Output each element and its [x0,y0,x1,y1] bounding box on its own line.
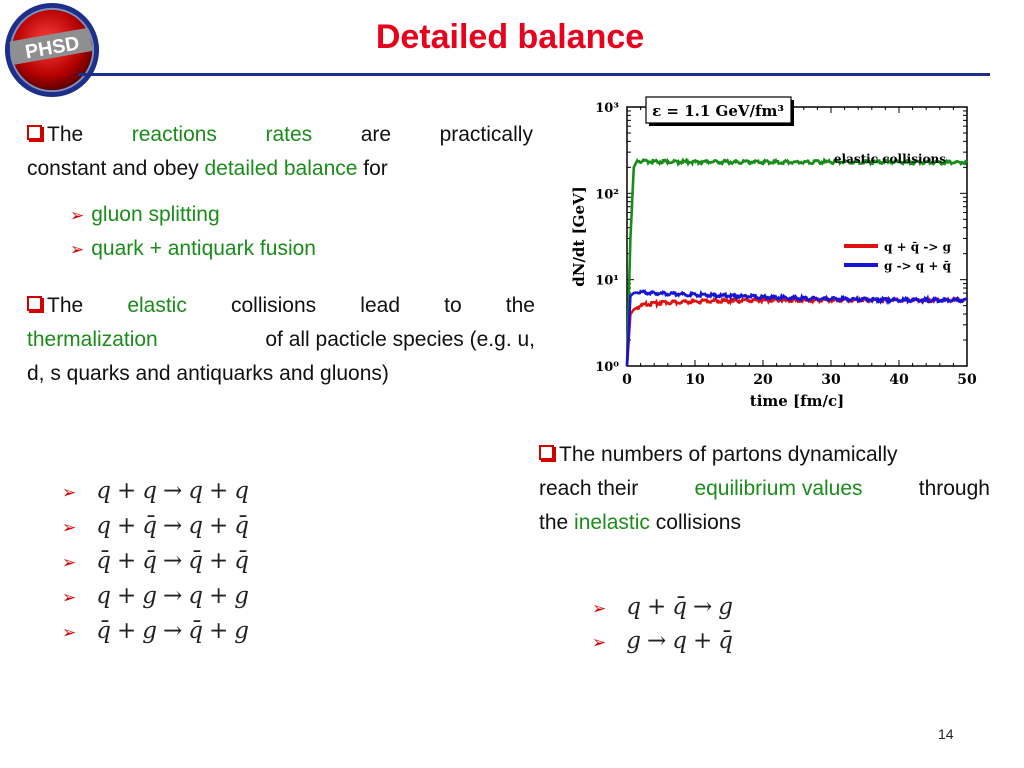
checkbox-bullet-icon [27,125,42,140]
y-tick-label: 10¹ [595,274,619,289]
equation-token: q [626,594,641,620]
equation-token: g [234,583,250,609]
equation-token: + [209,618,229,644]
arrow-bullet-icon: ➢ [62,483,77,503]
bullet-elastic-collisions: The elastic collisions lead to the therm… [27,294,535,385]
elastic-equation: ➢ q̄ + g → q̄ + g [62,614,249,650]
equation-token: q [188,478,204,504]
y-tick-label: 10³ [595,101,619,116]
equation-token: q̄ [188,618,204,644]
equation-token: q̄ [96,548,111,574]
bullet-parton-numbers: The numbers of partons dynamically reach… [539,443,990,534]
equation-token: q̄ [188,548,204,574]
equation-token: q [142,478,157,504]
equation-token: q [672,628,687,654]
equation-token: + [116,513,137,539]
equation-token: → [163,548,183,574]
legend-label: g -> q + q̄ [884,259,952,273]
equation-token: g [626,628,641,654]
equation-token: g [718,594,734,620]
slide-title: Detailed balance [375,18,645,56]
x-tick-label: 30 [821,372,841,388]
bullet-reaction-rates: The reactions rates are practically cons… [27,123,533,180]
elastic-equation: ➢ q + q → q + q [62,474,249,510]
equation-token: q [96,478,111,504]
equation-token: → [646,628,667,654]
equation-token: → [693,594,713,620]
x-axis-label: time [fm/c] [750,392,844,410]
x-tick-label: 50 [957,372,977,388]
equation-token: + [646,594,667,620]
checkbox-bullet-icon [539,445,554,460]
equation-token: g [142,618,157,644]
equation-token: q̄ [672,594,687,620]
equation-token: q [234,478,250,504]
equation-token: + [209,583,229,609]
arrow-bullet-icon: ➢ [62,588,77,608]
equation-token: → [163,478,183,504]
page-number: 14 [938,726,954,742]
equation-token: q [188,513,204,539]
arrow-bullet-icon: ➢ [70,240,85,259]
x-tick-label: 10 [685,372,705,388]
arrow-bullet-icon: ➢ [62,518,77,538]
equation-token: q̄ [96,618,111,644]
equation-token: g [234,618,250,644]
arrow-bullet-icon: ➢ [592,599,607,619]
equation-token: + [209,478,229,504]
annotation-box [645,96,792,124]
parton-rate-chart: 0 10 20 30 40 50 10⁰ 10¹ 10² 10³ time [fm/c] dN/dt … [570,96,977,410]
arrow-bullet-icon: ➢ [592,633,607,653]
series-line-0 [625,156,968,367]
equation-token: + [116,478,137,504]
equation-token: q [188,583,204,609]
series-line-2 [625,289,969,367]
arrow-bullet-icon: ➢ [70,206,85,225]
equation-token: q [96,513,111,539]
checkbox-bullet-icon [27,296,42,311]
equation-token: → [163,618,183,644]
equation-token: → [163,583,183,609]
inelastic-equation: ➢ g → q + q̄ [592,624,733,660]
equation-token: q̄ [718,628,734,654]
x-tick-label: 20 [753,372,773,388]
equation-token: + [209,548,229,574]
phsd-logo: PHSD [4,2,100,98]
elastic-equation: ➢ q + g → q + g [62,579,249,615]
equation-token: q̄ [142,548,157,574]
plot-frame [626,106,968,367]
sub-bullet-quark-fusion: ➢ quark + antiquark fusion [70,237,316,260]
equation-token: q [96,583,111,609]
legend-label: q + q̄ -> g [884,240,952,254]
x-tick-label: 0 [622,372,632,388]
sub-bullet-gluon-splitting: ➢ gluon splitting [70,203,220,226]
equation-token: q̄ [142,513,157,539]
equation-token: + [116,583,137,609]
elastic-equation: ➢ q + q̄ → q + q̄ [62,509,249,545]
elastic-equation: ➢ q̄ + q̄ → q̄ + q̄ [62,544,249,580]
title-divider [78,73,990,76]
x-tick-label: 40 [889,372,909,388]
y-axis-label: dN/dt [GeV] [570,186,588,287]
equation-token: g [142,583,157,609]
arrow-bullet-icon: ➢ [62,553,77,573]
inelastic-equation: ➢ q + q̄ → g [592,590,733,626]
equation-token: q̄ [234,513,250,539]
y-tick-label: 10² [595,187,619,202]
equation-token: + [116,548,137,574]
equation-token: + [116,618,137,644]
equation-token: q̄ [234,548,250,574]
equation-token: → [163,513,183,539]
equation-token: + [693,628,713,654]
equation-token: + [209,513,229,539]
annotation-elastic: elastic collisions [834,152,946,166]
y-tick-label: 10⁰ [595,360,619,375]
annotation-epsilon: ε = 1.1 GeV/fm³ [652,102,784,120]
arrow-bullet-icon: ➢ [62,623,77,643]
